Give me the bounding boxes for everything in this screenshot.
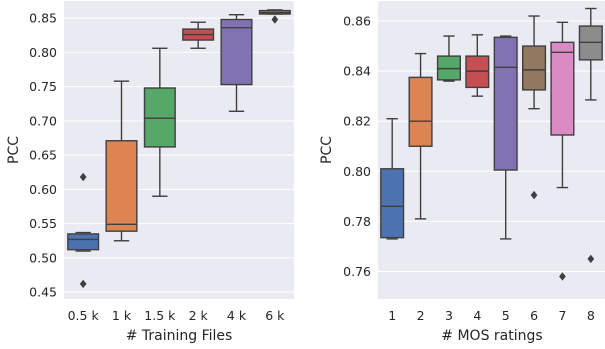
training-files-y-tick-label: 0.75 [29, 79, 57, 94]
mos-ratings-x-tick-label: 2 [417, 308, 425, 323]
mos-ratings-x-tick-label: 3 [445, 308, 453, 323]
mos-ratings-x-tick-label: 1 [388, 308, 396, 323]
training-files-x-ticks: 0.5 k 1 k 1.5 k 2 k 4 k 6 k [68, 308, 286, 323]
training-files-x-tick-label: 6 k [265, 308, 285, 323]
training-files-x-tick-label: 4 k [227, 308, 247, 323]
training-files-y-tick-label: 0.45 [29, 285, 57, 300]
training-files-box-5 [220, 14, 253, 112]
training-files-y-tick-label: 0.85 [29, 11, 57, 26]
mos-ratings-box-8 [578, 7, 603, 264]
training-files-box-1 [67, 172, 100, 289]
mos-ratings-y-tick-label: 0.84 [343, 64, 371, 79]
training-files-y-ticks: 0.45 0.50 0.55 0.60 0.65 0.70 0.75 0.80 0.85 [29, 11, 57, 300]
interquartile-box [105, 140, 138, 232]
interquartile-box [67, 233, 100, 251]
training-files-y-tick-label: 0.65 [29, 148, 57, 163]
training-files-box-2 [105, 80, 138, 242]
mos-ratings-box-1 [380, 117, 405, 240]
interquartile-box [408, 76, 433, 147]
training-files-y-axis-label: PCC [6, 136, 22, 164]
mos-ratings-box-7 [550, 21, 575, 281]
mos-ratings-box-6 [522, 15, 547, 200]
training-files-gridlines [64, 17, 294, 293]
mos-ratings-x-axis-label: # MOS ratings [441, 328, 542, 344]
training-files-y-tick-label: 0.55 [29, 216, 57, 231]
training-files-x-tick-label: 0.5 k [68, 308, 100, 323]
interquartile-box [522, 45, 547, 91]
training-files-y-tick-label: 0.50 [29, 250, 57, 265]
training-files-x-axis-label: # Training Files [126, 328, 233, 344]
training-files-box-3 [143, 47, 176, 197]
training-files-x-tick-label: 1 k [112, 308, 132, 323]
mos-ratings-box-3 [436, 35, 461, 82]
mos-ratings-panel: 0.76 0.78 0.80 0.82 0.84 0.86 1 2 3 4 5 6 7 8 # MOS … [319, 1, 605, 344]
mos-ratings-x-ticks: 1 2 3 4 5 6 7 8 [388, 308, 595, 323]
training-files-boxes [67, 9, 291, 289]
outlier-point [530, 190, 538, 200]
outlier-point [271, 15, 279, 24]
outlier-point [587, 254, 595, 264]
outlier-point [79, 279, 87, 289]
training-files-box-6 [258, 9, 291, 24]
mos-ratings-y-tick-label: 0.78 [343, 214, 371, 229]
training-files-panel: 0.45 0.50 0.55 0.60 0.65 0.70 0.75 0.80 0.85 0.5… [6, 1, 294, 344]
mos-ratings-x-tick-label: 5 [502, 308, 510, 323]
mos-ratings-y-tick-label: 0.80 [343, 164, 371, 179]
mos-ratings-y-tick-label: 0.86 [343, 14, 371, 29]
training-files-x-tick-label: 1.5 k [144, 308, 176, 323]
mos-ratings-x-tick-label: 8 [587, 308, 595, 323]
mos-ratings-x-tick-label: 6 [530, 308, 538, 323]
mos-ratings-y-tick-label: 0.76 [343, 264, 371, 279]
mos-ratings-y-ticks: 0.76 0.78 0.80 0.82 0.84 0.86 [343, 14, 371, 279]
training-files-y-tick-label: 0.80 [29, 45, 57, 60]
training-files-y-tick-label: 0.60 [29, 182, 57, 197]
mos-ratings-x-tick-label: 7 [558, 308, 566, 323]
training-files-x-tick-label: 2 k [189, 308, 209, 323]
training-files-y-tick-label: 0.70 [29, 113, 57, 128]
outlier-point [79, 172, 87, 182]
mos-ratings-boxes [380, 7, 603, 281]
outlier-point [559, 272, 566, 281]
training-files-box-4 [182, 21, 215, 49]
interquartile-box [220, 18, 253, 86]
mos-ratings-x-tick-label: 4 [473, 308, 481, 323]
mos-ratings-box-5 [493, 35, 518, 240]
interquartile-box [380, 168, 405, 239]
interquartile-box [550, 41, 575, 136]
mos-ratings-y-tick-label: 0.82 [343, 114, 371, 129]
mos-ratings-box-4 [465, 34, 490, 97]
interquartile-box [493, 36, 518, 171]
training-files-plot-area [64, 1, 294, 299]
mos-ratings-box-2 [408, 52, 433, 220]
mos-ratings-y-axis-label: PCC [319, 136, 335, 164]
